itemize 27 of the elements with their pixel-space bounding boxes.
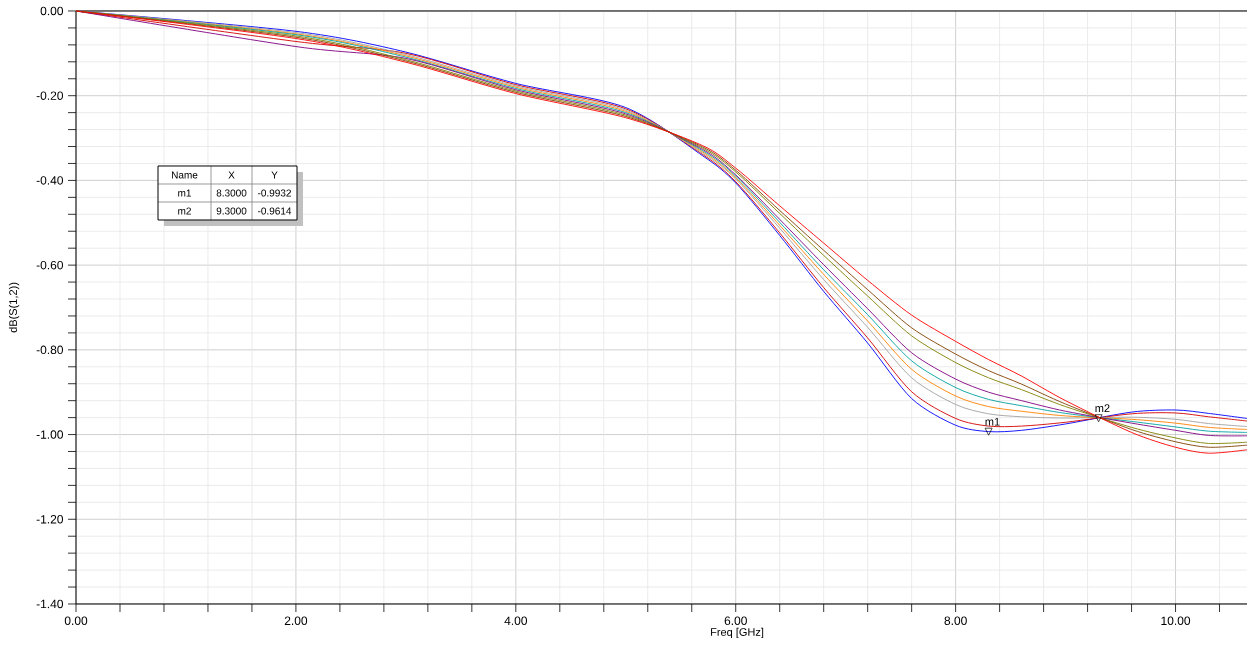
x-tick-label: 10.00 (1161, 616, 1191, 626)
x-axis-title: Freq [GHz] (711, 627, 764, 639)
y-tick-label: -0.20 (36, 91, 64, 100)
x-tick-label: 8.00 (944, 616, 967, 626)
annotation: 8.3000 (216, 189, 247, 197)
annotation: m1 (178, 189, 191, 197)
annotation: m1 (985, 417, 1000, 426)
annotation: -0.9614 (257, 207, 292, 215)
y-tick-label: -0.60 (36, 260, 64, 270)
annotation: Name (172, 171, 198, 179)
annotation: 9.3000 (216, 207, 247, 215)
y-tick-label: -0.40 (36, 176, 64, 185)
x-tick-label: 4.00 (504, 616, 528, 626)
annotation: X (228, 171, 235, 179)
x-tick-label: 2.00 (284, 616, 308, 626)
y-tick-label: -1.20 (36, 515, 64, 524)
annotation: Y (271, 171, 278, 179)
annotation: -0.9932 (257, 189, 291, 197)
annotation: m2 (178, 207, 191, 215)
y-axis-title: dB(S(1,2)) (8, 282, 20, 333)
y-tick-label: -1.00 (36, 430, 64, 439)
y-tick-label: -0.80 (36, 345, 64, 355)
x-tick-label: 6.00 (724, 616, 747, 626)
y-tick-label: 0.00 (40, 6, 64, 16)
annotation: m2 (1095, 404, 1110, 413)
x-tick-label: 0.00 (64, 616, 88, 626)
y-tick-label: -1.40 (36, 599, 64, 609)
